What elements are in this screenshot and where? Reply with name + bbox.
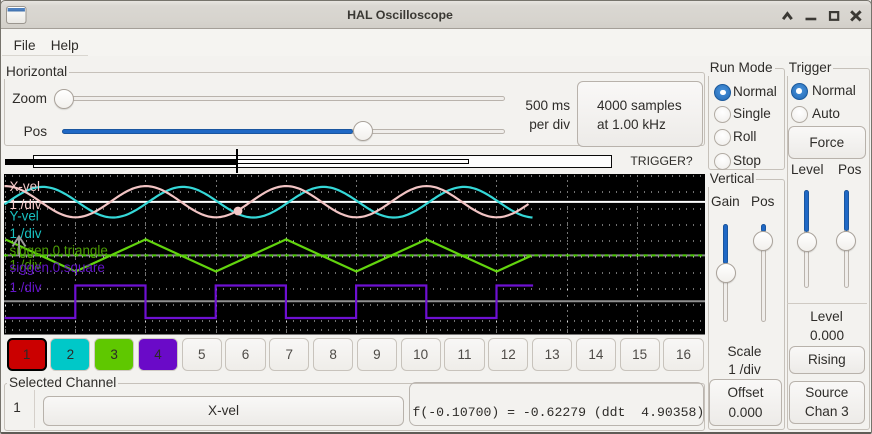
- svg-text:1 /div: 1 /div: [9, 197, 41, 212]
- svg-text:1 /div: 1 /div: [9, 258, 41, 273]
- svg-text:siggen.0.square: siggen.0.square: [9, 260, 104, 275]
- svg-text:1 /div: 1 /div: [9, 280, 41, 295]
- svg-text:1 /div: 1 /div: [9, 226, 41, 241]
- svg-text:siggen.0.triangle: siggen.0.triangle: [9, 243, 107, 258]
- svg-text:Y-vel: Y-vel: [9, 209, 38, 224]
- svg-text:X-vel: X-vel: [9, 179, 40, 194]
